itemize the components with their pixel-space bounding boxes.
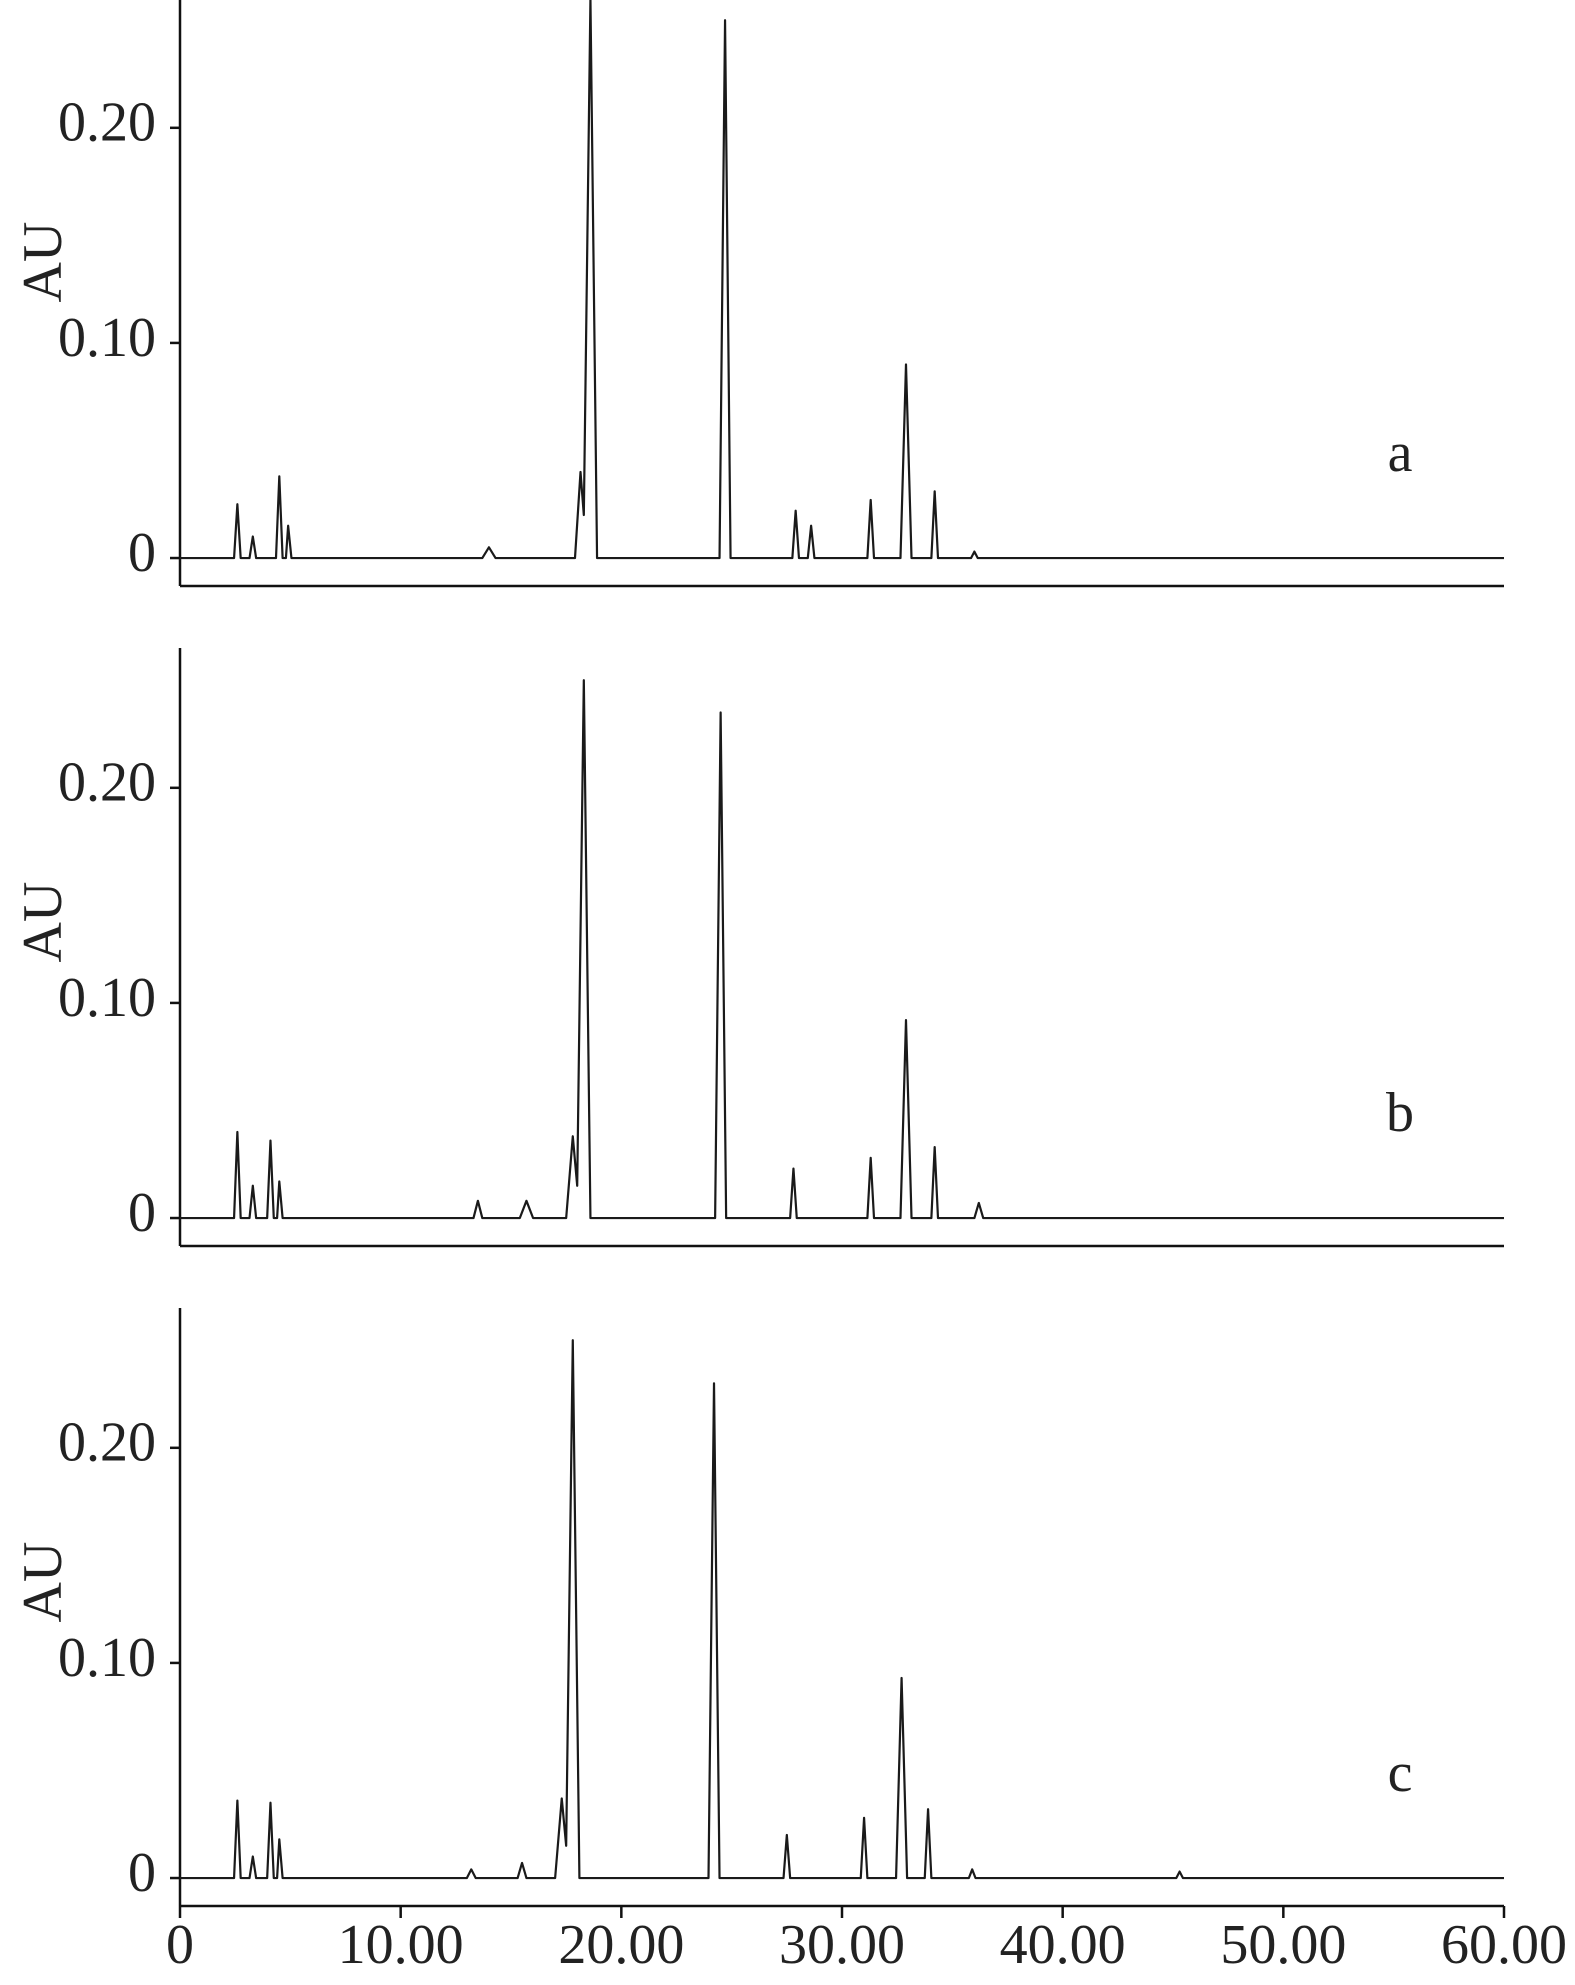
panel-label: a (1388, 422, 1413, 484)
panel-label: c (1388, 1742, 1413, 1804)
y-tick-label: 0 (128, 522, 156, 584)
y-tick-label: 0.10 (58, 1627, 156, 1689)
x-tick-label: 0 (166, 1914, 194, 1976)
y-tick-label: 0.20 (58, 1412, 156, 1474)
y-axis-label: AU (12, 882, 74, 963)
x-tick-label: 10.00 (338, 1914, 464, 1976)
x-tick-label: 50.00 (1220, 1914, 1346, 1976)
y-tick-label: 0.20 (58, 92, 156, 154)
chromatogram-line (180, 0, 1504, 560)
y-tick-label: 0.20 (58, 752, 156, 814)
y-axis-label: AU (12, 222, 74, 303)
y-tick-label: 0 (128, 1182, 156, 1244)
x-tick-label: 40.00 (1000, 1914, 1126, 1976)
x-tick-label: 60.00 (1441, 1914, 1567, 1976)
y-tick-label: 0.10 (58, 307, 156, 369)
panel-label: b (1386, 1082, 1414, 1144)
chromatogram-line (180, 1339, 1504, 1880)
y-tick-label: 0 (128, 1842, 156, 1904)
x-tick-label: 20.00 (558, 1914, 684, 1976)
y-tick-label: 0.10 (58, 967, 156, 1029)
y-axis-label: AU (12, 1542, 74, 1623)
x-tick-label: 30.00 (779, 1914, 905, 1976)
chromatogram-line (180, 679, 1504, 1220)
